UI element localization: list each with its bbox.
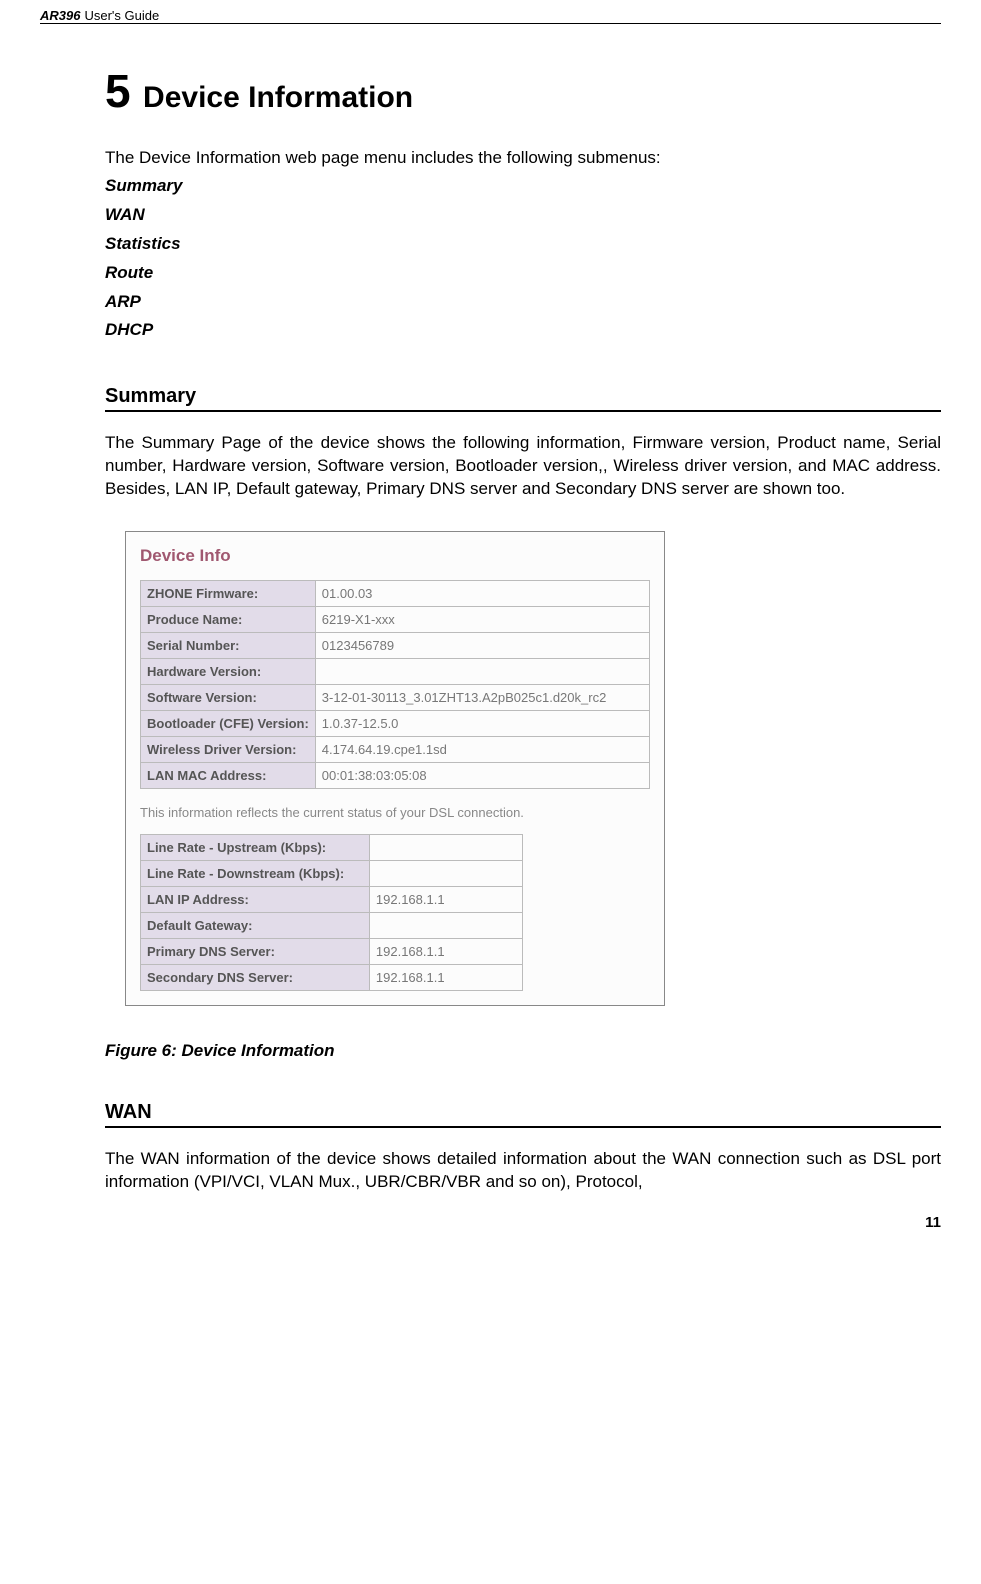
- info-value: 1.0.37-12.5.0: [315, 711, 649, 737]
- table-row: Bootloader (CFE) Version:1.0.37-12.5.0: [141, 711, 650, 737]
- page-number: 11: [40, 1214, 941, 1231]
- info-label: Bootloader (CFE) Version:: [141, 711, 316, 737]
- info-value: [369, 835, 522, 861]
- submenu-item: WAN: [105, 201, 941, 230]
- info-label: Produce Name:: [141, 607, 316, 633]
- info-value: 6219-X1-xxx: [315, 607, 649, 633]
- info-label: ZHONE Firmware:: [141, 581, 316, 607]
- table-row: Line Rate - Upstream (Kbps):: [141, 835, 523, 861]
- section-title-summary: Summary: [105, 385, 941, 412]
- info-label: Primary DNS Server:: [141, 939, 370, 965]
- info-value: [315, 659, 649, 685]
- device-info-table-2: Line Rate - Upstream (Kbps): Line Rate -…: [140, 834, 523, 991]
- intro-text: The Device Information web page menu inc…: [105, 148, 941, 168]
- figure-caption: Figure 6: Device Information: [105, 1041, 941, 1061]
- section-title-wan: WAN: [105, 1101, 941, 1128]
- page-header: AR396 User's Guide: [40, 8, 941, 24]
- table-row: Primary DNS Server:192.168.1.1: [141, 939, 523, 965]
- header-product: AR396: [40, 8, 80, 23]
- table-row: Secondary DNS Server:192.168.1.1: [141, 965, 523, 991]
- submenu-item: Statistics: [105, 230, 941, 259]
- info-value: 192.168.1.1: [369, 939, 522, 965]
- device-info-block: Device Info ZHONE Firmware:01.00.03 Prod…: [125, 531, 665, 1006]
- submenu-item: ARP: [105, 288, 941, 317]
- table-row: Serial Number:0123456789: [141, 633, 650, 659]
- table-row: Software Version:3-12-01-30113_3.01ZHT13…: [141, 685, 650, 711]
- table-row: Produce Name:6219-X1-xxx: [141, 607, 650, 633]
- info-value: 01.00.03: [315, 581, 649, 607]
- table-row: LAN IP Address:192.168.1.1: [141, 887, 523, 913]
- info-label: LAN IP Address:: [141, 887, 370, 913]
- info-value: 192.168.1.1: [369, 887, 522, 913]
- table-row: ZHONE Firmware:01.00.03: [141, 581, 650, 607]
- info-label: Default Gateway:: [141, 913, 370, 939]
- table-row: Wireless Driver Version:4.174.64.19.cpe1…: [141, 737, 650, 763]
- wan-body: The WAN information of the device shows …: [105, 1148, 941, 1194]
- info-label: Secondary DNS Server:: [141, 965, 370, 991]
- chapter-name: Device Information: [143, 81, 413, 114]
- info-label: Line Rate - Downstream (Kbps):: [141, 861, 370, 887]
- submenu-item: Summary: [105, 172, 941, 201]
- info-value: [369, 913, 522, 939]
- info-value: 3-12-01-30113_3.01ZHT13.A2pB025c1.d20k_r…: [315, 685, 649, 711]
- header-suffix: User's Guide: [84, 8, 159, 23]
- table-row: Default Gateway:: [141, 913, 523, 939]
- summary-body: The Summary Page of the device shows the…: [105, 432, 941, 501]
- info-label: Hardware Version:: [141, 659, 316, 685]
- info-label: Software Version:: [141, 685, 316, 711]
- info-value: 192.168.1.1: [369, 965, 522, 991]
- table-row: LAN MAC Address:00:01:38:03:05:08: [141, 763, 650, 789]
- info-value: [369, 861, 522, 887]
- info-label: Line Rate - Upstream (Kbps):: [141, 835, 370, 861]
- table-row: Line Rate - Downstream (Kbps):: [141, 861, 523, 887]
- info-value: 0123456789: [315, 633, 649, 659]
- table-row: Hardware Version:: [141, 659, 650, 685]
- info-value: 00:01:38:03:05:08: [315, 763, 649, 789]
- info-label: Serial Number:: [141, 633, 316, 659]
- submenu-item: DHCP: [105, 316, 941, 345]
- info-value: 4.174.64.19.cpe1.1sd: [315, 737, 649, 763]
- device-info-title: Device Info: [140, 546, 650, 566]
- chapter-title: 5 Device Information: [105, 64, 941, 118]
- submenu-list: Summary WAN Statistics Route ARP DHCP: [105, 172, 941, 345]
- submenu-item: Route: [105, 259, 941, 288]
- info-label: Wireless Driver Version:: [141, 737, 316, 763]
- chapter-number: 5: [105, 65, 131, 117]
- info-label: LAN MAC Address:: [141, 763, 316, 789]
- device-info-midtext: This information reflects the current st…: [140, 805, 650, 820]
- device-info-table-1: ZHONE Firmware:01.00.03 Produce Name:621…: [140, 580, 650, 789]
